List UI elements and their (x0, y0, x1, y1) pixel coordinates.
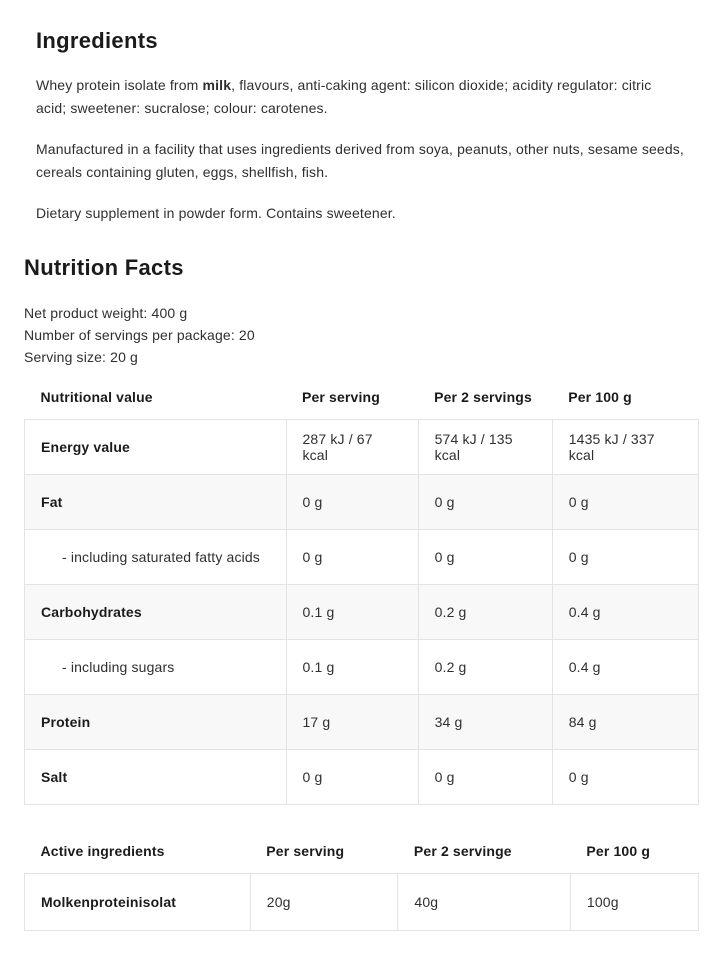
active-ingredients-table: Active ingredients Per serving Per 2 servi… (24, 829, 700, 931)
cell-value: 0 g (551, 529, 700, 585)
serving-size: Serving size: 20 g (24, 349, 138, 365)
row-label: Fat (24, 474, 287, 530)
cell-value: 0 g (417, 474, 553, 530)
cell-value: 0.2 g (417, 639, 553, 695)
column-header: Per serving (286, 368, 419, 420)
cell-value: 100g (569, 873, 700, 931)
row-label: Salt (24, 749, 287, 805)
cell-value: 0 g (417, 529, 553, 585)
column-header: Per 2 servinge (397, 829, 571, 874)
table-row: Energy value 287 kJ / 67 kcal 574 kJ / 135… (24, 419, 700, 475)
nutrition-facts-table: Nutritional value Per serving Per 2 servin… (24, 368, 700, 805)
column-header: Nutritional value (24, 368, 286, 420)
column-header: Per 100 g (570, 829, 699, 874)
paragraph-text: Whey protein isolate from (36, 77, 203, 93)
table-row: Molkenproteinisolat 20g 40g 100g (24, 873, 700, 931)
cell-value: 1435 kJ / 337 kcal (551, 419, 700, 475)
cell-value: 0 g (551, 749, 700, 805)
cell-value: 0.2 g (417, 584, 553, 640)
ingredients-paragraph-3: Dietary supplement in powder form. Conta… (36, 205, 396, 221)
row-label: - including sugars (24, 639, 287, 695)
product-meta: Net product weight: 400 g Number of serv… (24, 302, 699, 368)
allergen-highlight: milk (202, 77, 232, 93)
cell-value: 0 g (285, 749, 419, 805)
table-row: Carbohydrates 0.1 g 0.2 g 0.4 g (24, 584, 700, 640)
cell-value: 0.1 g (285, 584, 419, 640)
cell-value: 0 g (551, 474, 700, 530)
cell-value: 84 g (551, 694, 700, 750)
cell-value: 0.4 g (551, 584, 700, 640)
table-header-row: Active ingredients Per serving Per 2 servi… (24, 829, 699, 874)
cell-value: 34 g (417, 694, 553, 750)
cell-value: 0.4 g (551, 639, 700, 695)
column-header: Per serving (250, 829, 398, 874)
ingredients-section: Ingredients Whey protein isolate from mi… (0, 0, 720, 225)
cell-value: 574 kJ / 135 kcal (417, 419, 553, 475)
ingredients-paragraph-1: Whey protein isolate from milk, flavours… (36, 74, 684, 120)
servings-per-package: Number of servings per package: 20 (24, 327, 255, 343)
cell-value: 17 g (285, 694, 419, 750)
cell-value: 0 g (417, 749, 553, 805)
row-label: Protein (24, 694, 287, 750)
nutrition-facts-title: Nutrition Facts (24, 255, 184, 280)
paragraph-text: , flavours, anti-caking agent: silicon d… (36, 77, 652, 116)
cell-value: 0 g (285, 474, 419, 530)
cell-value: 0 g (285, 529, 419, 585)
net-weight: Net product weight: 400 g (24, 305, 188, 321)
table-header-row: Nutritional value Per serving Per 2 servin… (24, 368, 699, 420)
ingredients-paragraph-2: Manufactured in a facility that uses ing… (36, 141, 684, 180)
cell-value: 287 kJ / 67 kcal (285, 419, 419, 475)
cell-value: 40g (397, 873, 571, 931)
row-label: Molkenproteinisolat (24, 873, 251, 931)
column-header: Per 2 servings (418, 368, 553, 420)
row-label: - including saturated fatty acids (24, 529, 287, 585)
cell-value: 0.1 g (285, 639, 419, 695)
column-header: Active ingredients (24, 829, 251, 874)
table-row: - including sugars 0.1 g 0.2 g 0.4 g (24, 639, 700, 695)
ingredients-title: Ingredients (36, 28, 158, 53)
nutrition-facts-section: Nutrition Facts Net product weight: 400 … (0, 243, 720, 931)
row-label: Energy value (24, 419, 287, 475)
table-row: Protein 17 g 34 g 84 g (24, 694, 700, 750)
row-label: Carbohydrates (24, 584, 287, 640)
cell-value: 20g (249, 873, 399, 931)
column-header: Per 100 g (552, 368, 699, 420)
